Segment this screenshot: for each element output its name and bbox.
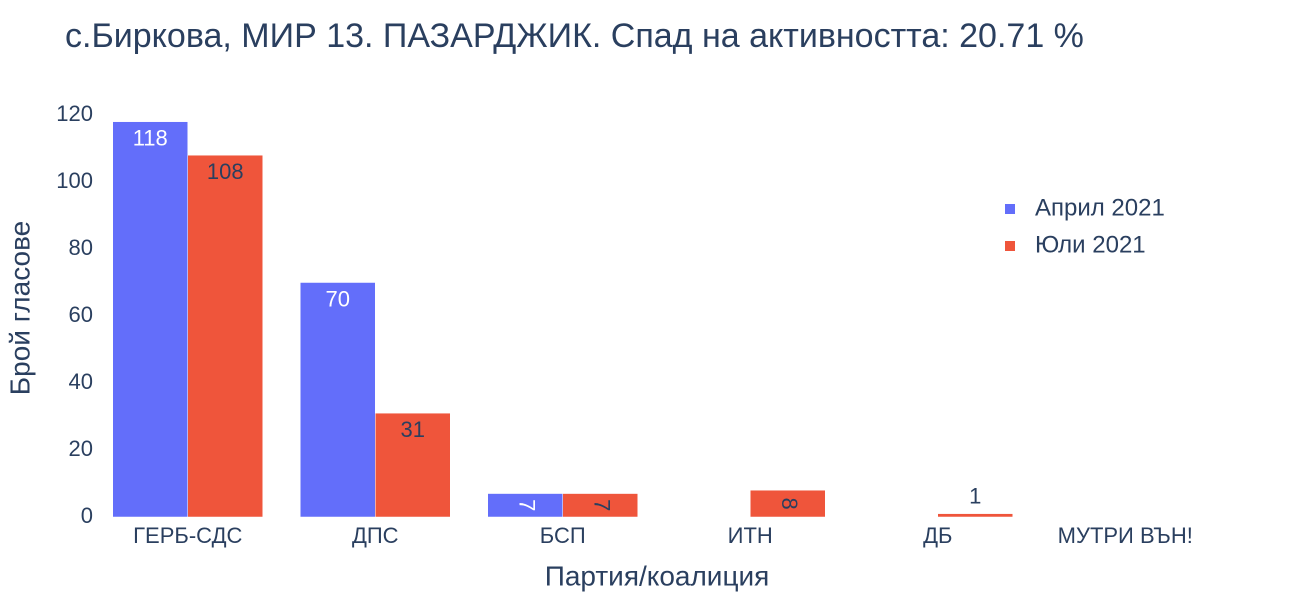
bar	[862, 516, 938, 518]
y-axis-title: Брой гласове	[4, 221, 35, 395]
bar	[300, 282, 376, 518]
data-label: 7	[589, 499, 614, 511]
data-label: 7	[514, 499, 539, 511]
y-tick-label: 40	[69, 369, 93, 394]
bar	[562, 493, 638, 518]
bar	[675, 516, 751, 518]
legend-swatch	[1005, 241, 1015, 251]
bar	[937, 513, 1013, 518]
bar	[112, 121, 188, 518]
legend-swatch	[1005, 204, 1015, 214]
legend-label: Април 2021	[1035, 194, 1165, 221]
data-label: 70	[326, 286, 350, 311]
x-tick-label: МУТРИ ВЪН!	[1058, 523, 1193, 548]
y-tick-label: 100	[56, 168, 93, 193]
x-tick-label: ИТН	[728, 523, 773, 548]
bar	[750, 489, 826, 518]
data-label: 8	[777, 497, 802, 509]
x-axis-title: Партия/коалиция	[545, 560, 770, 591]
legend-label: Юли 2021	[1035, 231, 1146, 258]
bar	[375, 412, 451, 518]
bar	[1050, 516, 1126, 518]
bar	[1125, 516, 1201, 518]
y-tick-label: 60	[69, 302, 93, 327]
data-label: 118	[133, 126, 168, 151]
y-tick-label: 0	[81, 503, 93, 528]
data-label: 1	[969, 483, 981, 508]
chart-title: с.Биркова, МИР 13. ПАЗАРДЖИК. Спад на ак…	[65, 17, 1084, 55]
x-tick-label: ГЕРБ-СДС	[133, 523, 242, 548]
x-tick-label: БСП	[540, 523, 586, 548]
x-tick-label: ДПС	[352, 523, 399, 548]
y-tick-label: 80	[69, 235, 93, 260]
bar	[187, 154, 263, 518]
data-label: 108	[207, 159, 244, 184]
y-tick-label: 120	[56, 101, 93, 126]
y-tick-label: 20	[69, 436, 93, 461]
x-tick-label: ДБ	[923, 523, 952, 548]
data-label: 31	[401, 417, 425, 442]
